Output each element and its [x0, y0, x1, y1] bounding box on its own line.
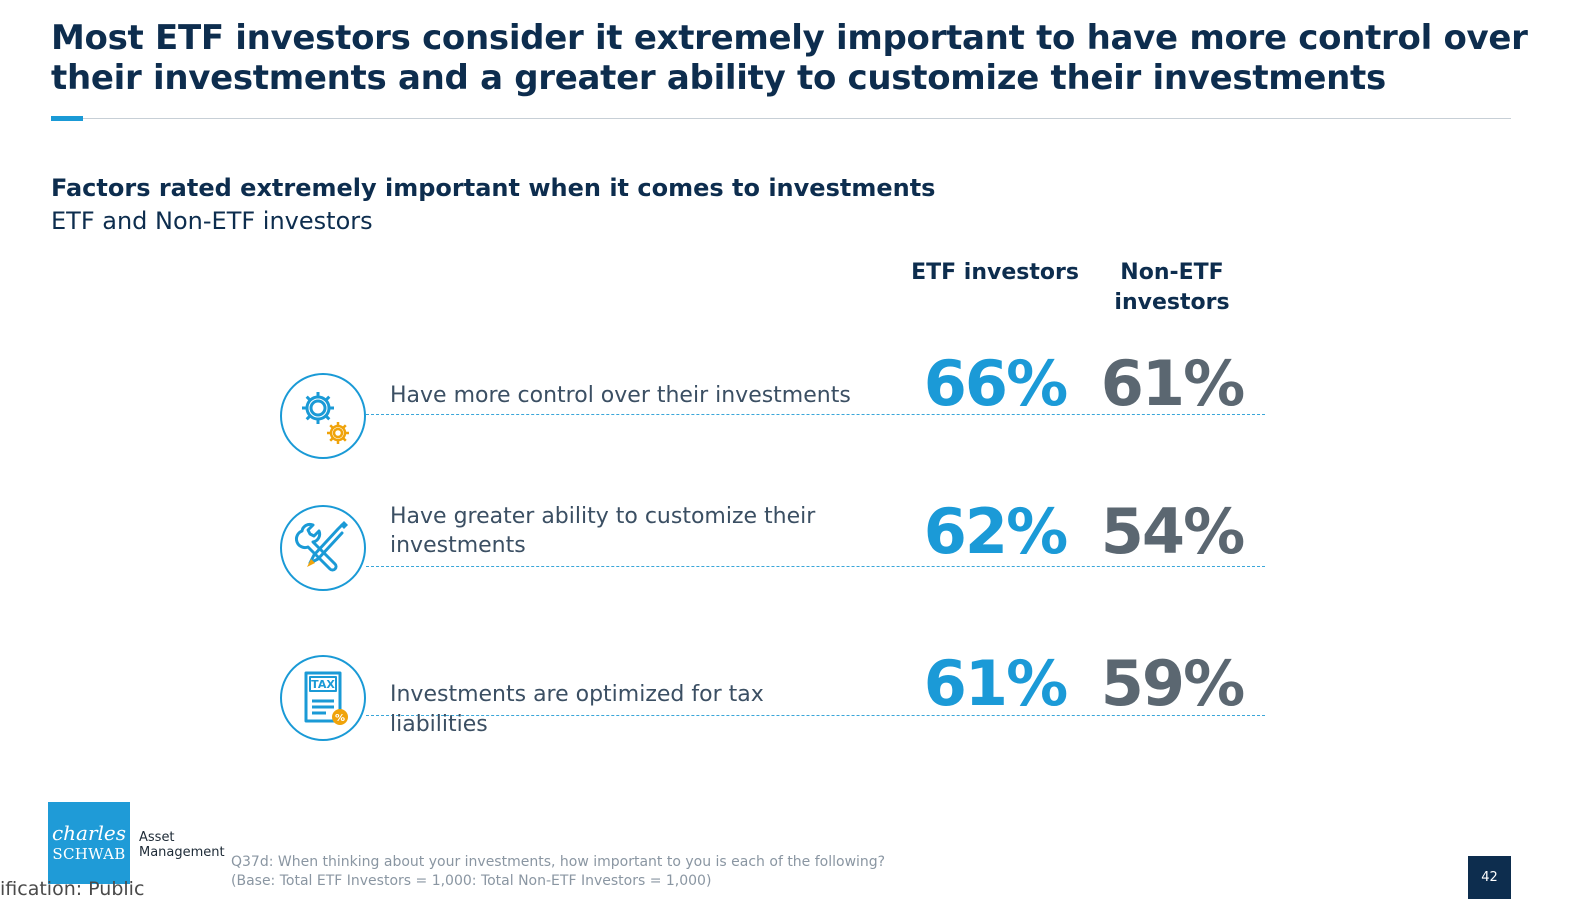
- row-divider: [366, 414, 1265, 415]
- etf-value: 61%: [923, 647, 1068, 720]
- logo-asset-management: Asset Management: [139, 830, 225, 860]
- footnote: Q37d: When thinking about your investmen…: [231, 853, 885, 891]
- logo-charles-text: charles: [51, 821, 127, 845]
- tax-document-icon: TAX %: [280, 655, 366, 741]
- row-divider: [366, 715, 1265, 716]
- row-label: Investments are optimized for tax liabil…: [390, 682, 764, 737]
- title-divider-accent: [51, 116, 83, 121]
- row-label: Have greater ability to customize their …: [390, 504, 816, 558]
- row-divider: [366, 566, 1265, 567]
- gears-icon: [280, 373, 366, 459]
- charles-schwab-logo: charles SCHWAB: [48, 802, 130, 884]
- non-etf-value: 59%: [1100, 647, 1245, 720]
- title-divider: [51, 118, 1511, 119]
- non-etf-value: 54%: [1100, 495, 1245, 568]
- column-header-non-etf: Non-ETF investors: [1114, 260, 1230, 315]
- section-subtitle-secondary: ETF and Non-ETF investors: [51, 207, 373, 235]
- classification-label: ification: Public: [0, 878, 145, 900]
- logo-am-line2: Management: [139, 845, 225, 860]
- page-number: 42: [1468, 856, 1511, 899]
- factor-row-control: Have more control over their investments…: [280, 347, 1265, 463]
- column-header-etf: ETF investors: [911, 260, 1079, 285]
- svg-text:%: %: [335, 713, 345, 724]
- footnote-base: (Base: Total ETF Investors = 1,000: Tota…: [231, 873, 712, 889]
- svg-text:TAX: TAX: [311, 678, 335, 691]
- etf-value: 66%: [923, 347, 1068, 420]
- logo-schwab-text: SCHWAB: [52, 845, 126, 863]
- factor-row-customize: Have greater ability to customize their …: [280, 495, 1265, 595]
- non-etf-value: 61%: [1100, 347, 1245, 420]
- etf-value: 62%: [923, 495, 1068, 568]
- factor-row-tax: TAX % Investments are optimized for tax …: [280, 647, 1265, 745]
- footnote-question: Q37d: When thinking about your investmen…: [231, 854, 886, 870]
- row-label: Have more control over their investments: [390, 383, 851, 408]
- wrench-screwdriver-icon: [280, 505, 366, 591]
- logo-am-line1: Asset: [139, 830, 175, 845]
- page-title: Most ETF investors consider it extremely…: [51, 18, 1528, 98]
- section-subtitle: Factors rated extremely important when i…: [51, 174, 936, 202]
